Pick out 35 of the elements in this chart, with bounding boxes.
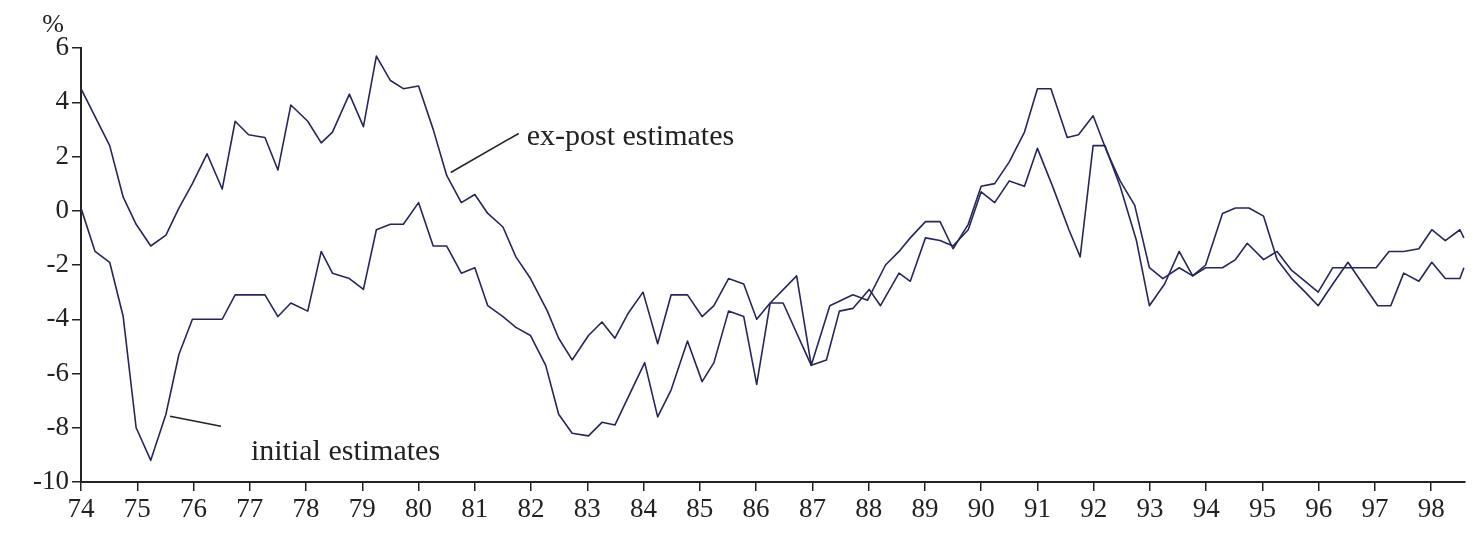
x-tick-label: 80 (405, 493, 433, 524)
x-tick-label: 82 (517, 493, 545, 524)
text: ex-post estimates (526, 118, 735, 152)
x-tick-label: 95 (1248, 493, 1276, 524)
x-tick-label: 83 (573, 493, 601, 524)
x-tick-label: 75 (123, 493, 151, 524)
y-tick-label: 0 (55, 193, 69, 224)
x-tick-label: 74 (67, 493, 95, 524)
x-tick-label: 96 (1305, 493, 1333, 524)
y-tick-label: 4 (55, 85, 70, 116)
x-tick-label: 90 (967, 493, 995, 524)
x-tick-label: 91 (1023, 493, 1051, 524)
x-tick-label: 98 (1417, 493, 1445, 524)
x-tick-label: 89 (911, 493, 939, 524)
x-tick-label: 77 (236, 493, 264, 524)
x-tick-label: 84 (630, 493, 658, 524)
y-tick-label: -4 (46, 302, 70, 333)
y-tick-label: -6 (46, 356, 69, 387)
y-tick-label: -8 (46, 410, 69, 441)
y-tick-label: -2 (46, 248, 69, 279)
text: initial estimates (250, 433, 441, 467)
x-tick-label: 85 (686, 493, 714, 524)
y-tick-label: -10 (33, 465, 69, 496)
x-tick-label: 86 (742, 493, 770, 524)
y-tick-label: 2 (55, 139, 69, 170)
x-tick-label: 92 (1080, 493, 1108, 524)
x-tick-label: 87 (798, 493, 826, 524)
x-tick-label: 76 (180, 493, 208, 524)
x-tick-label: 93 (1136, 493, 1164, 524)
x-tick-label: 97 (1361, 493, 1389, 524)
x-tick-label: 78 (292, 493, 320, 524)
x-tick-label: 88 (855, 493, 883, 524)
x-tick-label: 79 (348, 493, 376, 524)
x-tick-label: 81 (461, 493, 489, 524)
x-tick-label: 94 (1192, 493, 1221, 524)
